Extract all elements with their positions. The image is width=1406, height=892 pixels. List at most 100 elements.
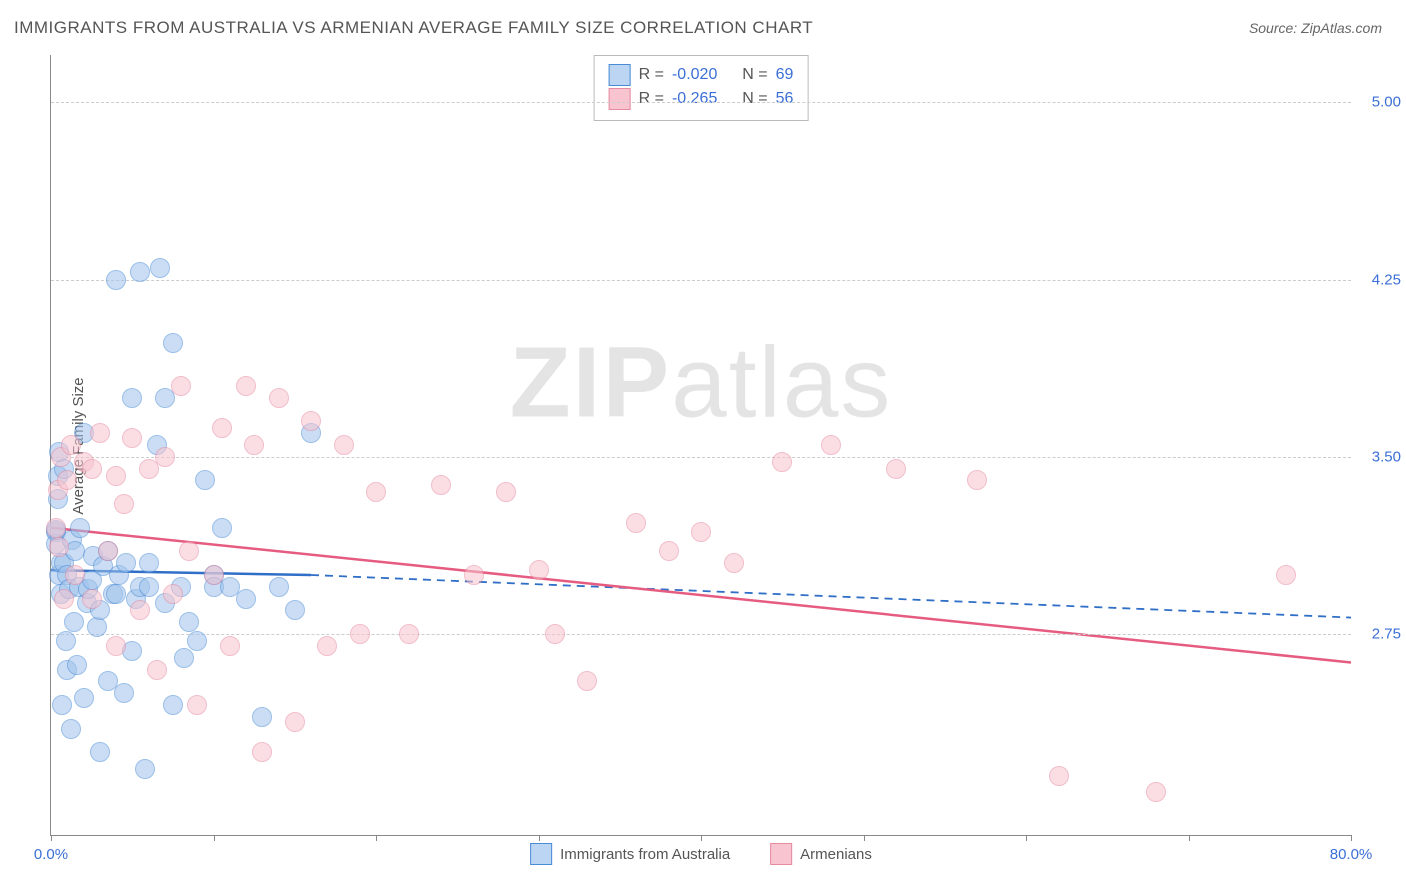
grid-line xyxy=(51,457,1351,458)
scatter-point xyxy=(529,560,549,580)
scatter-point xyxy=(212,518,232,538)
scatter-point xyxy=(52,695,72,715)
scatter-point xyxy=(114,683,134,703)
source-label: Source: ZipAtlas.com xyxy=(1249,20,1382,36)
r-value-pink: -0.265 xyxy=(672,90,717,108)
scatter-point xyxy=(187,695,207,715)
scatter-point xyxy=(252,742,272,762)
scatter-point xyxy=(1276,565,1296,585)
scatter-point xyxy=(1049,766,1069,786)
scatter-point xyxy=(98,541,118,561)
scatter-point xyxy=(130,600,150,620)
scatter-point xyxy=(366,482,386,502)
scatter-point xyxy=(163,584,183,604)
scatter-point xyxy=(135,759,155,779)
x-tick-mark xyxy=(1026,835,1027,841)
scatter-point xyxy=(350,624,370,644)
scatter-point xyxy=(772,452,792,472)
scatter-point xyxy=(57,470,77,490)
r-label: R = xyxy=(639,90,664,108)
n-value-pink: 56 xyxy=(776,90,794,108)
scatter-point xyxy=(431,475,451,495)
grid-line xyxy=(51,280,1351,281)
scatter-point xyxy=(106,466,126,486)
x-tick-mark xyxy=(539,835,540,841)
legend-item-pink: Armenians xyxy=(770,843,872,865)
scatter-point xyxy=(399,624,419,644)
scatter-point xyxy=(187,631,207,651)
x-tick-mark xyxy=(376,835,377,841)
scatter-point xyxy=(116,553,136,573)
y-tick-label: 5.00 xyxy=(1357,94,1401,111)
plot-area: ZIPatlas R = -0.020 N = 69 R = -0.265 N … xyxy=(50,55,1351,836)
legend-bottom: Immigrants from Australia Armenians xyxy=(530,843,872,865)
scatter-point xyxy=(269,388,289,408)
x-tick-mark xyxy=(1189,835,1190,841)
scatter-point xyxy=(269,577,289,597)
n-label: N = xyxy=(742,66,767,84)
x-tick-mark xyxy=(701,835,702,841)
scatter-point xyxy=(886,459,906,479)
x-tick-mark xyxy=(51,835,52,841)
scatter-point xyxy=(821,435,841,455)
scatter-point xyxy=(139,553,159,573)
scatter-point xyxy=(659,541,679,561)
r-value-blue: -0.020 xyxy=(672,66,717,84)
r-label: R = xyxy=(639,66,664,84)
scatter-point xyxy=(626,513,646,533)
scatter-point xyxy=(179,612,199,632)
scatter-point xyxy=(171,376,191,396)
y-tick-label: 4.25 xyxy=(1357,271,1401,288)
blue-swatch-icon xyxy=(609,64,631,86)
scatter-point xyxy=(65,565,85,585)
scatter-point xyxy=(61,719,81,739)
scatter-point xyxy=(967,470,987,490)
scatter-point xyxy=(724,553,744,573)
scatter-point xyxy=(545,624,565,644)
scatter-point xyxy=(54,589,74,609)
legend-label-blue: Immigrants from Australia xyxy=(560,846,730,863)
scatter-point xyxy=(64,612,84,632)
scatter-point xyxy=(204,565,224,585)
scatter-point xyxy=(49,537,69,557)
y-tick-label: 2.75 xyxy=(1357,626,1401,643)
scatter-point xyxy=(139,577,159,597)
scatter-point xyxy=(163,333,183,353)
pink-swatch-icon xyxy=(609,88,631,110)
scatter-point xyxy=(122,428,142,448)
scatter-point xyxy=(212,418,232,438)
scatter-point xyxy=(195,470,215,490)
legend-label-pink: Armenians xyxy=(800,846,872,863)
correlation-stats-box: R = -0.020 N = 69 R = -0.265 N = 56 xyxy=(594,55,809,121)
scatter-point xyxy=(244,435,264,455)
scatter-point xyxy=(56,631,76,651)
x-tick-mark xyxy=(864,835,865,841)
scatter-point xyxy=(122,388,142,408)
chart-title: IMMIGRANTS FROM AUSTRALIA VS ARMENIAN AV… xyxy=(14,18,813,38)
x-tick-label: 0.0% xyxy=(34,846,68,863)
scatter-point xyxy=(252,707,272,727)
scatter-point xyxy=(174,648,194,668)
scatter-point xyxy=(70,518,90,538)
scatter-point xyxy=(236,589,256,609)
scatter-point xyxy=(317,636,337,656)
scatter-point xyxy=(67,655,87,675)
x-tick-mark xyxy=(1351,835,1352,841)
scatter-point xyxy=(285,712,305,732)
scatter-point xyxy=(577,671,597,691)
scatter-point xyxy=(285,600,305,620)
scatter-point xyxy=(90,423,110,443)
scatter-point xyxy=(114,494,134,514)
scatter-point xyxy=(220,636,240,656)
pink-swatch-icon xyxy=(770,843,792,865)
scatter-point xyxy=(163,695,183,715)
y-tick-label: 3.50 xyxy=(1357,448,1401,465)
scatter-point xyxy=(46,518,66,538)
stats-row-pink: R = -0.265 N = 56 xyxy=(609,88,794,110)
scatter-point xyxy=(106,584,126,604)
blue-swatch-icon xyxy=(530,843,552,865)
scatter-point xyxy=(130,262,150,282)
stats-row-blue: R = -0.020 N = 69 xyxy=(609,64,794,86)
x-tick-label: 80.0% xyxy=(1330,846,1373,863)
x-tick-mark xyxy=(214,835,215,841)
